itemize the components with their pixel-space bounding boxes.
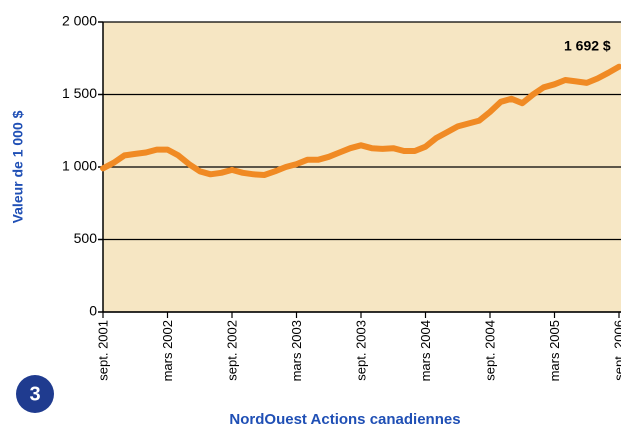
y-tick-label: 2 000 <box>62 13 97 29</box>
x-tick-label: mars 2002 <box>160 320 175 381</box>
x-tick-label: mars 2003 <box>289 320 304 381</box>
badge: 3 <box>29 383 40 405</box>
y-tick-label: 0 <box>89 303 97 319</box>
y-tick-label: 1 500 <box>62 85 97 101</box>
y-tick-label: 1 000 <box>62 158 97 174</box>
x-tick-label: mars 2005 <box>547 320 562 381</box>
chart-title: NordOuest Actions canadiennes <box>229 411 460 428</box>
x-tick-label: sept. 2001 <box>95 320 110 381</box>
y-axis-label: Valeur de 1 000 $ <box>10 110 26 223</box>
series-line <box>100 63 621 178</box>
badge-circle <box>16 375 54 413</box>
x-tick-label: sept. 2004 <box>482 320 497 381</box>
x-tick-label: sept. 2006 <box>611 320 621 381</box>
x-tick-label: sept. 2002 <box>224 320 239 381</box>
x-tick-label: sept. 2003 <box>353 320 368 381</box>
y-tick-label: 500 <box>74 230 98 246</box>
annotation: 1 692 $ <box>564 38 611 54</box>
x-tick-label: mars 2004 <box>418 320 433 381</box>
